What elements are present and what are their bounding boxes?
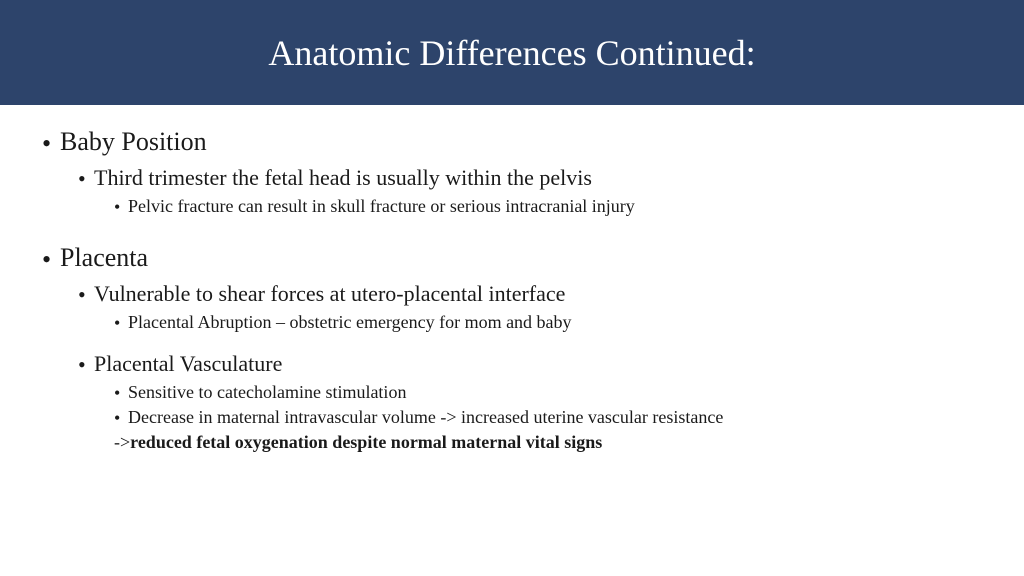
list-item: • Pelvic fracture can result in skull fr… [114,196,982,218]
slide-title: Anatomic Differences Continued: [268,32,755,74]
bullet-text: Vulnerable to shear forces at utero-plac… [94,281,565,307]
emphasis-line: ->reduced fetal oxygenation despite norm… [114,432,982,453]
bullet-text: Decrease in maternal intravascular volum… [128,407,723,428]
slide-body: • Baby Position • Third trimester the fe… [0,105,1024,453]
bullet-dot: • [114,382,128,404]
list-item: • Third trimester the fetal head is usua… [78,165,982,192]
bullet-dot: • [78,351,94,378]
bullet-dot: • [114,407,128,429]
section-title: Placenta [60,243,148,273]
bullet-dot: • [78,281,94,308]
section-placental-vasculature: • Placental Vasculature [78,351,982,378]
bullet-dot: • [114,312,128,334]
bullet-text: Placental Vasculature [94,351,282,377]
section-baby-position: • Baby Position [42,127,982,159]
list-item: • Decrease in maternal intravascular vol… [114,407,982,429]
list-item: • Sensitive to catecholamine stimulation [114,382,982,404]
list-item: • Vulnerable to shear forces at utero-pl… [78,281,982,308]
bullet-dot: • [42,243,60,275]
bullet-text: Third trimester the fetal head is usuall… [94,165,592,191]
bullet-dot: • [78,165,94,192]
slide-header: Anatomic Differences Continued: [0,0,1024,105]
bullet-text: Pelvic fracture can result in skull frac… [128,196,635,217]
arrow-prefix: -> [114,432,130,452]
bullet-dot: • [114,196,128,218]
section-title: Baby Position [60,127,207,157]
section-placenta: • Placenta [42,243,982,275]
bullet-text: Placental Abruption – obstetric emergenc… [128,312,572,333]
emphasis-text: reduced fetal oxygenation despite normal… [130,432,602,452]
list-item: • Placental Abruption – obstetric emerge… [114,312,982,334]
bullet-dot: • [42,127,60,159]
bullet-text: Sensitive to catecholamine stimulation [128,382,406,403]
